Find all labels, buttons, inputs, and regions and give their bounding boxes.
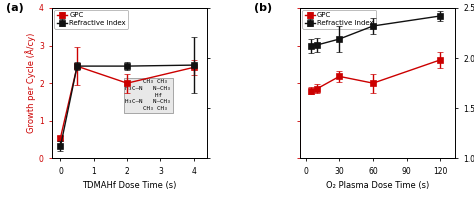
Text: CH₃ CH₃
H₃C–N   N–CH₃
      Hf
H₃C–N   N–CH₃
    CH₃ CH₃: CH₃ CH₃ H₃C–N N–CH₃ Hf H₃C–N N–CH₃ CH₃ C… bbox=[126, 80, 171, 111]
Legend: GPC, Refractive Index: GPC, Refractive Index bbox=[302, 10, 376, 29]
Y-axis label: Growth per Cycle (Å/cy): Growth per Cycle (Å/cy) bbox=[25, 33, 36, 133]
X-axis label: TDMAHf Dose Time (s): TDMAHf Dose Time (s) bbox=[82, 181, 177, 190]
X-axis label: O₂ Plasma Dose Time (s): O₂ Plasma Dose Time (s) bbox=[326, 181, 429, 190]
Legend: GPC, Refractive Index: GPC, Refractive Index bbox=[54, 10, 128, 29]
Text: (a): (a) bbox=[6, 3, 23, 13]
Text: (b): (b) bbox=[254, 3, 272, 13]
